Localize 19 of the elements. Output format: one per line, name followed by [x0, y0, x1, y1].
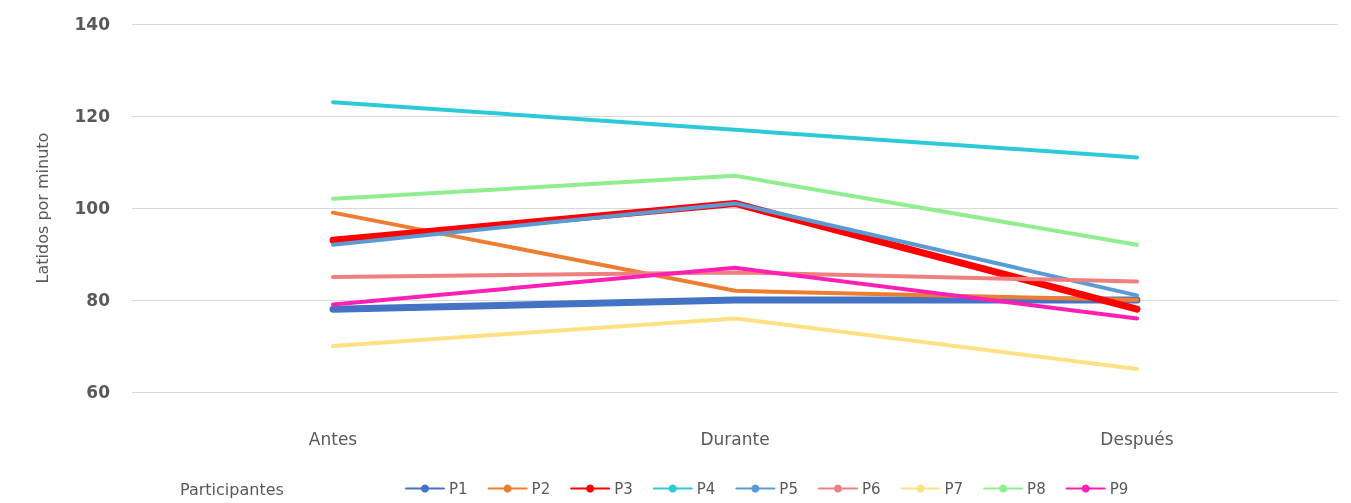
legend-label: P7	[944, 479, 964, 498]
y-tick-label: 100	[74, 198, 111, 218]
y-tick-label: 60	[86, 382, 111, 402]
y-axis-title: Latidos por minuto	[32, 132, 52, 284]
y-tick-label: 80	[86, 290, 111, 310]
legend-label: P9	[1109, 479, 1129, 498]
legend-title: Participantes	[180, 479, 284, 499]
legend-label: P5	[779, 479, 798, 498]
x-tick-label: Después	[1100, 428, 1174, 449]
legend-label: P8	[1027, 479, 1046, 498]
legend-label: P4	[696, 479, 716, 498]
legend-label: P1	[449, 479, 468, 498]
y-tick-label: 120	[74, 106, 111, 126]
y-tick-label: 140	[74, 14, 111, 34]
legend-label: P2	[531, 479, 551, 498]
legend-label: P3	[614, 479, 633, 498]
x-tick-label: Durante	[700, 428, 770, 449]
x-tick-label: Antes	[308, 428, 358, 449]
legend-label: P6	[861, 479, 881, 498]
